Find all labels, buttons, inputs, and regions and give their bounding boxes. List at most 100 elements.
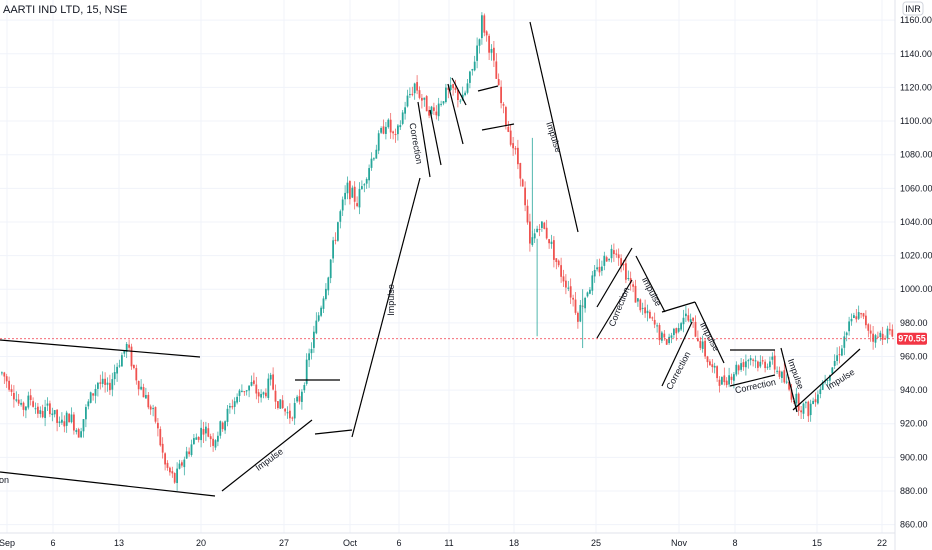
currency-badge[interactable]: INR (902, 1, 924, 16)
candle-body (593, 269, 596, 277)
candle-body (538, 229, 541, 231)
candle-body (387, 119, 390, 128)
candle-body (689, 319, 692, 323)
candle-body (617, 254, 620, 259)
price-tick: 1080.00 (900, 150, 932, 160)
trendline[interactable] (417, 101, 431, 178)
currency-badge-box[interactable] (902, 1, 924, 16)
candle-body (123, 350, 126, 354)
candle-body (15, 399, 18, 401)
trendline[interactable] (0, 471, 216, 497)
candle-body (29, 395, 32, 400)
candle-body (279, 399, 282, 409)
candle-body (53, 410, 56, 415)
trendline[interactable] (0, 339, 201, 358)
price-tick: 940.00 (900, 385, 928, 395)
price-tick: 860.00 (900, 520, 928, 530)
trendline[interactable] (314, 429, 353, 435)
candle-body (70, 414, 73, 423)
candle-body (99, 382, 102, 384)
candle-body (747, 360, 750, 362)
candle-body (562, 276, 565, 282)
candle-body (212, 438, 214, 446)
candle-body (785, 381, 788, 383)
trendline[interactable] (447, 83, 464, 145)
candle-body (550, 241, 553, 244)
trendline[interactable] (477, 85, 499, 92)
candle-body (783, 370, 786, 383)
candle-body (1, 372, 3, 374)
trendline[interactable] (635, 255, 666, 313)
price-tick: 880.00 (900, 486, 928, 496)
candle-body (725, 380, 728, 386)
candle-body (442, 101, 445, 104)
candle-body (687, 315, 690, 321)
candle-body (752, 359, 754, 361)
candle-body (646, 310, 649, 314)
candle-body (370, 158, 373, 168)
candle-body (325, 288, 327, 299)
trendline[interactable] (596, 247, 633, 308)
candle-body (116, 366, 118, 374)
trendline[interactable] (429, 109, 442, 166)
candle-body (766, 366, 769, 368)
candle-body (284, 408, 286, 412)
candle-body (488, 35, 490, 53)
trendline[interactable] (661, 321, 693, 387)
trendline[interactable] (481, 123, 515, 131)
candle-body (389, 119, 392, 133)
candle-body (733, 374, 735, 381)
trendline[interactable] (596, 279, 633, 339)
candle-body (886, 328, 889, 339)
trendline[interactable] (221, 419, 313, 492)
trendline[interactable] (694, 301, 725, 364)
candle-body (452, 84, 454, 89)
candle-body (25, 406, 27, 411)
candle-body (781, 371, 783, 378)
candle-body (106, 382, 109, 385)
candle-body (668, 336, 670, 344)
trendline[interactable] (792, 348, 861, 411)
candle-body (509, 130, 512, 145)
candle-body (790, 389, 793, 400)
candle-body (185, 451, 188, 459)
candle-body (598, 266, 601, 273)
trendline[interactable] (661, 301, 696, 313)
candle-body (89, 392, 92, 403)
candle-body (409, 94, 411, 96)
candle-body (130, 346, 133, 367)
trendline[interactable] (529, 21, 579, 233)
candle-body (737, 365, 740, 371)
candle-body (308, 353, 310, 361)
candle-body (677, 328, 680, 332)
candle-body (481, 15, 483, 39)
candle-body (718, 379, 721, 386)
candle-body (406, 95, 409, 107)
current-price-label: 970.55 (898, 334, 926, 344)
candle-body (281, 400, 284, 409)
candle-body (521, 179, 524, 187)
trendline[interactable] (451, 77, 467, 106)
candle-body (596, 267, 598, 270)
candle-body (346, 182, 349, 194)
candle-body (665, 339, 668, 345)
price-axis: 860.00 880.00 900.00 920.00 940.00 960.00 980.… (900, 15, 932, 529)
candle-body (764, 361, 766, 369)
candle-body (545, 227, 548, 239)
candle-body (502, 104, 505, 106)
wave-label: on (0, 475, 9, 485)
candle-body (195, 437, 198, 440)
trendline[interactable] (351, 177, 421, 438)
candle-body (869, 330, 872, 334)
candle-body (221, 422, 224, 430)
candle-body (838, 354, 841, 356)
trendline[interactable] (729, 374, 776, 387)
candle-body (373, 158, 375, 160)
trendline[interactable] (780, 347, 798, 413)
candle-body (529, 221, 531, 244)
time-tick: Sep (0, 538, 15, 548)
candle-body (233, 401, 236, 407)
candle-body (749, 358, 752, 361)
candle-body (641, 307, 644, 309)
candle-body (238, 390, 241, 396)
